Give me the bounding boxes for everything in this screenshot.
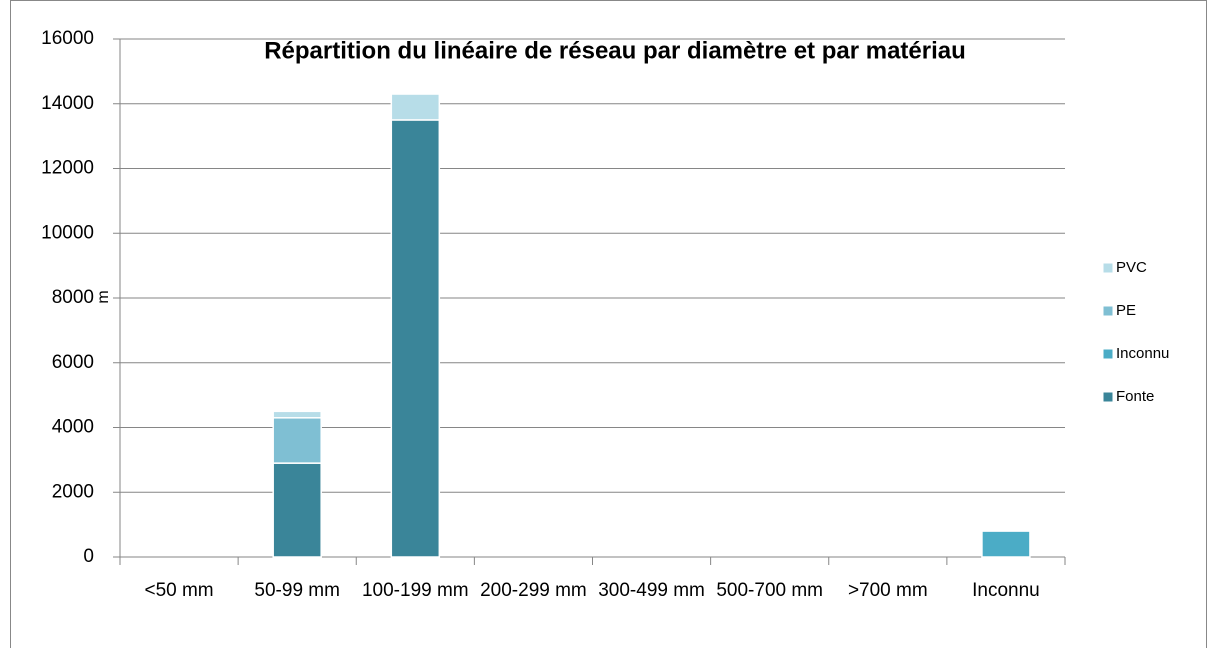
y-tick-label: 8000 [52, 287, 94, 308]
x-tick-label: 50-99 mm [254, 580, 340, 601]
bar-segment [272, 417, 322, 464]
bar-segment [390, 93, 441, 121]
bar-segment [981, 530, 1031, 558]
y-tick-label: 0 [83, 546, 94, 567]
legend-swatch [1102, 391, 1114, 403]
y-tick-label: 12000 [41, 158, 94, 179]
x-tick-label: 200-299 mm [480, 580, 587, 601]
y-tick-label: 16000 [41, 28, 94, 49]
y-tick-label: 10000 [41, 222, 94, 243]
x-tick-label: >700 mm [847, 580, 928, 601]
y-axis-label: m [95, 290, 112, 303]
x-tick-label: 300-499 mm [598, 580, 705, 601]
legend-swatch [1102, 262, 1114, 274]
legend-label: Fonte [1116, 388, 1154, 405]
bar-segment [272, 462, 322, 558]
x-tick-label: 100-199 mm [361, 580, 469, 601]
x-tick-label: 500-700 mm [716, 580, 824, 601]
legend-label: PE [1116, 302, 1136, 319]
bar-segment [390, 119, 441, 558]
legend-label: PVC [1116, 259, 1147, 276]
legend-swatch [1102, 305, 1114, 317]
x-tick-label: <50 mm [144, 580, 214, 601]
legend-label: Inconnu [1116, 345, 1169, 362]
legend-swatch [1102, 348, 1114, 360]
y-tick-label: 4000 [52, 417, 94, 438]
y-tick-label: 2000 [52, 481, 94, 502]
x-tick-label: Inconnu [972, 580, 1040, 601]
chart-title: Répartition du linéaire de réseau par di… [264, 37, 966, 64]
bar-segment [272, 410, 322, 419]
y-tick-label: 14000 [41, 93, 94, 114]
y-tick-label: 6000 [52, 352, 94, 373]
